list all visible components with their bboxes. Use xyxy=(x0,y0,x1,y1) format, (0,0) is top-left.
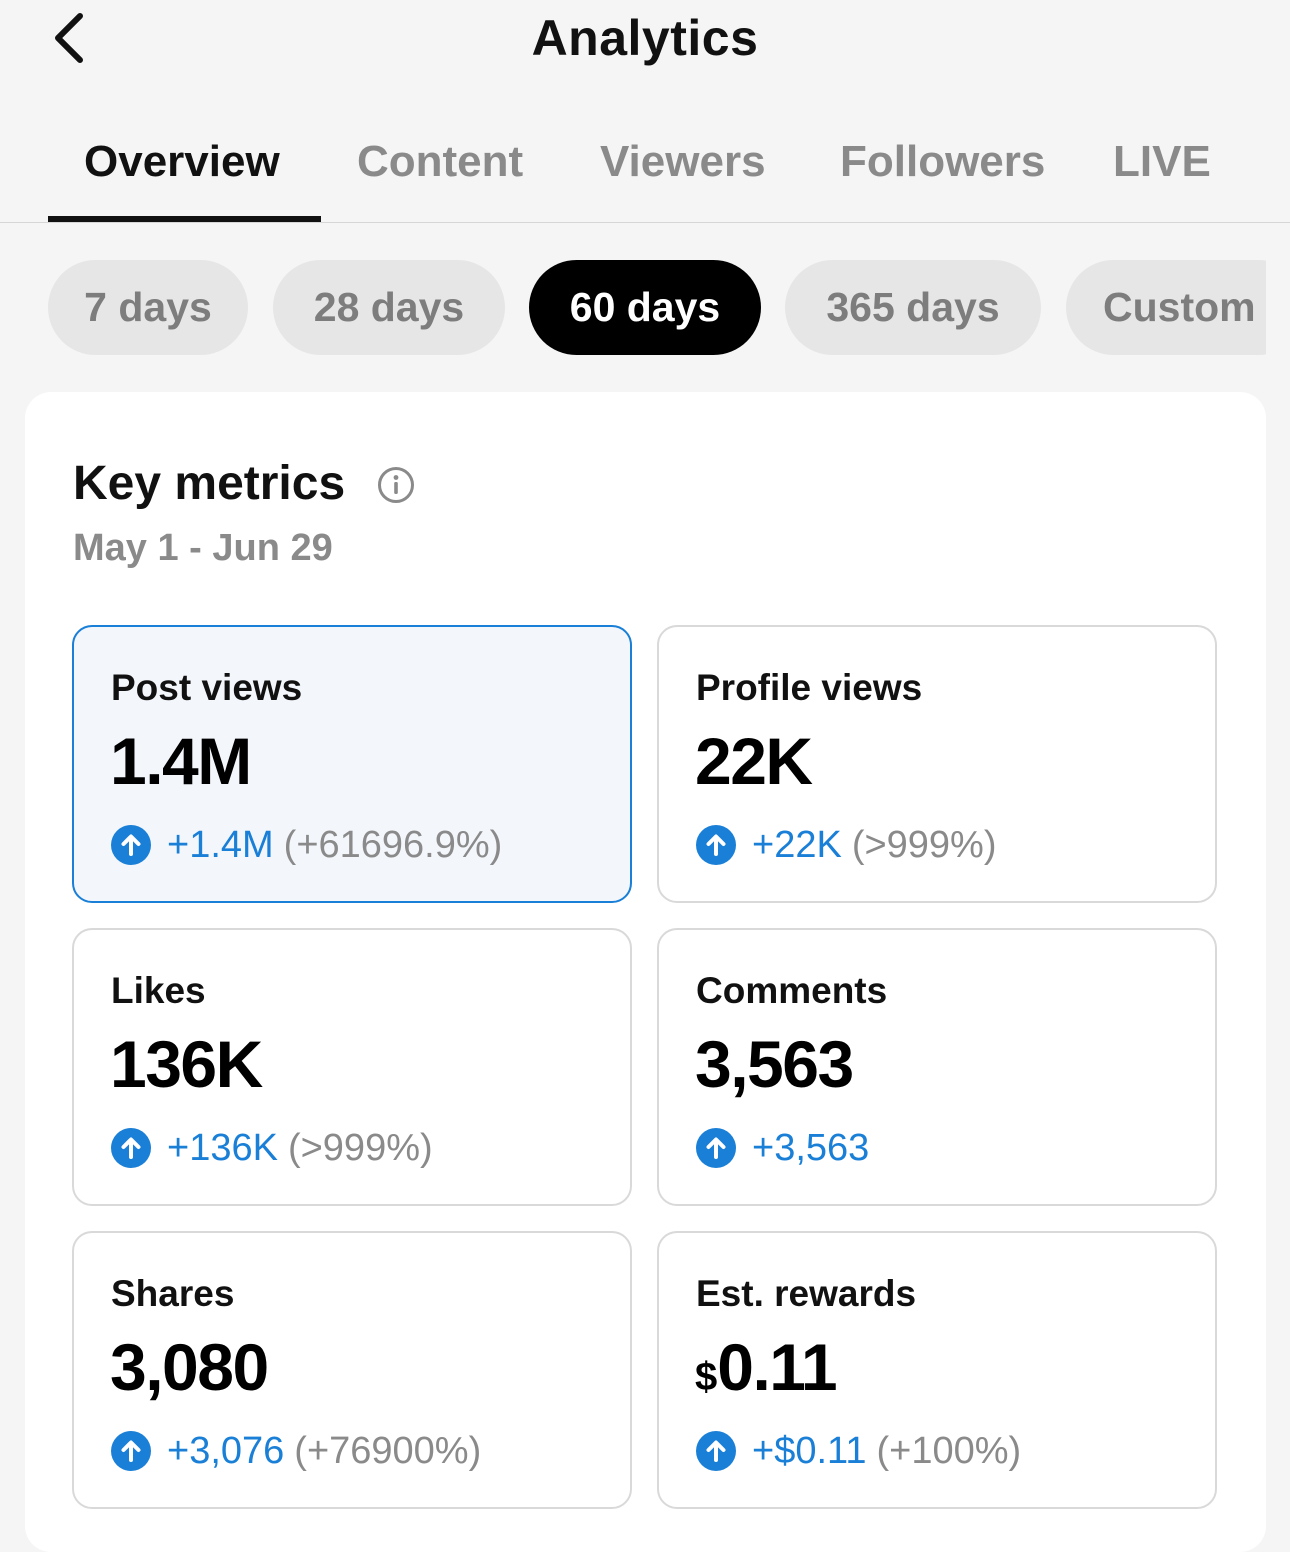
metric-percent: (>999%) xyxy=(851,824,997,866)
metric-card-est-rewards[interactable]: Est. rewards $0.11 +$0.11 (+100%) xyxy=(657,1231,1217,1509)
key-metrics-title: Key metrics xyxy=(73,457,346,510)
metric-value: 136K xyxy=(110,1024,263,1114)
back-button[interactable] xyxy=(40,8,96,68)
metric-change: +3,076 (+76900%) xyxy=(111,1429,481,1473)
active-tab-indicator xyxy=(48,216,321,222)
metric-card-post-views[interactable]: Post views 1.4M +1.4M (+61696.9%) xyxy=(72,625,632,903)
tab-content[interactable]: Content xyxy=(357,137,524,186)
metric-change: +136K (>999%) xyxy=(111,1126,433,1170)
range-365-days[interactable]: 365 days xyxy=(785,260,1041,355)
metric-delta: +3,563 xyxy=(752,1127,870,1169)
metric-label: Shares xyxy=(111,1273,235,1314)
metric-delta: +22K xyxy=(752,824,842,866)
metric-number: 22K xyxy=(695,724,813,798)
arrow-up-circle-icon xyxy=(111,825,151,865)
metric-number: 136K xyxy=(110,1027,263,1101)
metric-value: $0.11 xyxy=(695,1327,838,1417)
range-60-days[interactable]: 60 days xyxy=(529,260,761,355)
metric-label: Post views xyxy=(111,667,303,708)
tab-viewers[interactable]: Viewers xyxy=(600,137,766,186)
date-range-selector: 7 days 28 days 60 days 365 days Custom xyxy=(48,260,1266,355)
metric-currency: $ xyxy=(695,1355,718,1399)
metric-delta: +136K xyxy=(167,1127,278,1169)
header: Analytics xyxy=(0,0,1290,80)
metric-delta: +3,076 xyxy=(167,1430,285,1472)
tab-followers[interactable]: Followers xyxy=(840,137,1046,186)
arrow-up-circle-icon xyxy=(111,1128,151,1168)
metric-number: 3,080 xyxy=(110,1330,269,1404)
chevron-left-icon xyxy=(55,13,83,63)
date-range-label: May 1 - Jun 29 xyxy=(73,527,333,569)
metric-delta: +$0.11 xyxy=(752,1430,867,1472)
metric-change: +3,563 xyxy=(696,1126,879,1170)
metric-number: 1.4M xyxy=(110,724,252,798)
arrow-up-circle-icon xyxy=(696,1431,736,1471)
metric-number: 0.11 xyxy=(717,1330,837,1404)
metric-value: 3,563 xyxy=(695,1024,854,1114)
metric-number: 3,563 xyxy=(695,1027,854,1101)
metric-label: Est. rewards xyxy=(696,1273,917,1314)
metric-change: +$0.11 (+100%) xyxy=(696,1429,1021,1473)
metric-card-shares[interactable]: Shares 3,080 +3,076 (+76900%) xyxy=(72,1231,632,1509)
info-circle-icon[interactable] xyxy=(377,466,415,504)
key-metrics-panel: Key metrics May 1 - Jun 29 Post views 1.… xyxy=(25,392,1266,1552)
metric-card-profile-views[interactable]: Profile views 22K +22K (>999%) xyxy=(657,625,1217,903)
metric-percent: (>999%) xyxy=(287,1127,433,1169)
metric-percent: (+76900%) xyxy=(294,1430,482,1472)
range-28-days[interactable]: 28 days xyxy=(273,260,505,355)
metric-value: 22K xyxy=(695,721,813,811)
arrow-up-circle-icon xyxy=(696,825,736,865)
metric-card-comments[interactable]: Comments 3,563 +3,563 xyxy=(657,928,1217,1206)
metric-value: 3,080 xyxy=(110,1327,269,1417)
metric-label: Comments xyxy=(696,970,888,1011)
tab-overview[interactable]: Overview xyxy=(84,137,280,186)
metric-value: 1.4M xyxy=(110,721,252,811)
metric-label: Likes xyxy=(111,970,206,1011)
metric-label: Profile views xyxy=(696,667,923,708)
metric-percent: (+61696.9%) xyxy=(283,824,503,866)
metric-change: +22K (>999%) xyxy=(696,823,997,867)
tab-bar: Overview Content Viewers Followers LIVE xyxy=(0,110,1290,223)
range-custom[interactable]: Custom xyxy=(1066,260,1266,355)
tab-live[interactable]: LIVE xyxy=(1113,137,1211,186)
metric-percent: (+100%) xyxy=(876,1430,1022,1472)
arrow-up-circle-icon xyxy=(696,1128,736,1168)
metric-card-likes[interactable]: Likes 136K +136K (>999%) xyxy=(72,928,632,1206)
page-title: Analytics xyxy=(531,10,759,66)
metric-delta: +1.4M xyxy=(167,824,274,866)
range-7-days[interactable]: 7 days xyxy=(48,260,248,355)
arrow-up-circle-icon xyxy=(111,1431,151,1471)
metric-change: +1.4M (+61696.9%) xyxy=(111,823,502,867)
